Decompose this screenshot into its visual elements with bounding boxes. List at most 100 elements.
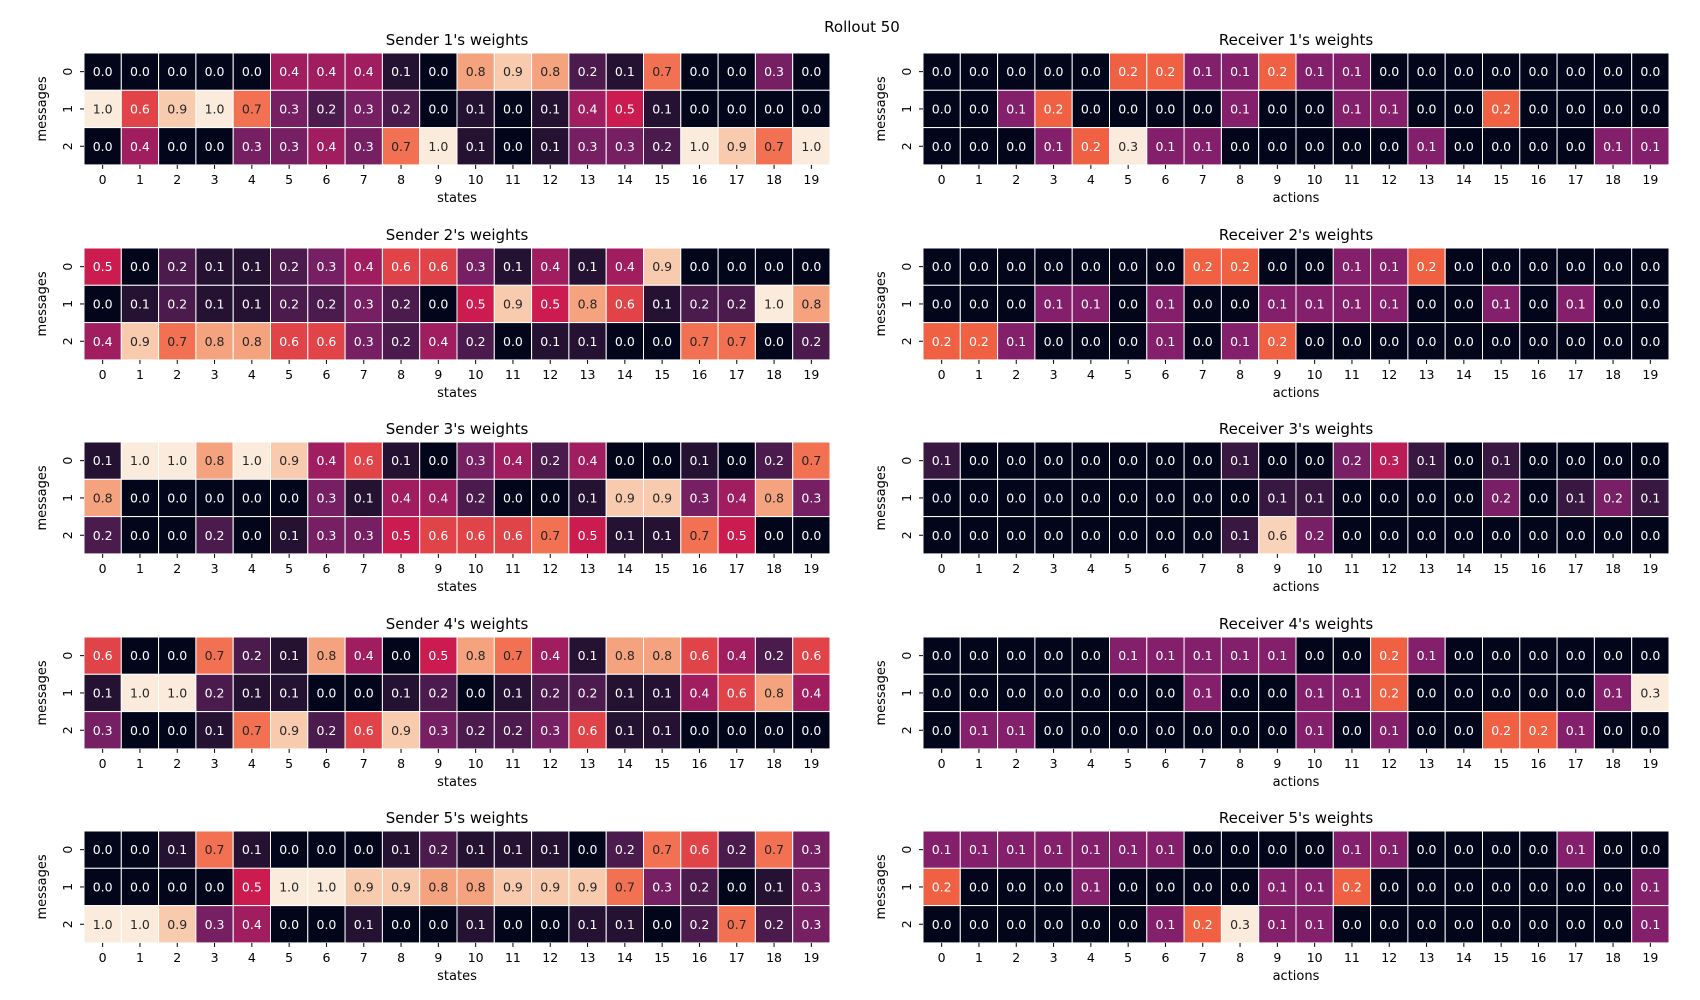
cell-value-label: 0.7 <box>727 334 747 349</box>
heatmap-cell <box>270 322 309 361</box>
x-tick-label: 1 <box>136 561 144 576</box>
cell-value-label: 0.2 <box>540 685 560 700</box>
heatmap-cell <box>1183 89 1222 129</box>
cell-value-label: 0.0 <box>130 259 150 274</box>
cell-value-label: 0.0 <box>1454 296 1474 311</box>
heatmap-cell <box>344 636 383 675</box>
cell-value-label: 0.0 <box>1193 296 1213 311</box>
x-tick-label: 3 <box>211 367 219 382</box>
x-tick-label: 7 <box>1199 756 1207 771</box>
cell-value-label: 0.0 <box>969 528 989 543</box>
cell-value-label: 0.0 <box>1118 685 1138 700</box>
cell-value-label: 0.1 <box>1044 139 1064 154</box>
heatmap-cell <box>997 322 1036 361</box>
cell-value-label: 0.3 <box>1230 917 1250 932</box>
heatmap-cell <box>922 52 961 91</box>
heatmap-cell <box>792 284 831 324</box>
heatmap-cell <box>1109 830 1148 869</box>
cell-value-label: 0.0 <box>354 685 374 700</box>
cell-value-label: 0.1 <box>1118 842 1138 857</box>
cell-value-label: 0.4 <box>578 453 598 468</box>
heatmap-cell <box>381 905 421 944</box>
heatmap-cell <box>1146 284 1185 324</box>
cell-value-label: 0.4 <box>391 490 411 505</box>
heatmap-cell <box>1146 905 1185 944</box>
heatmap-cell <box>270 52 309 91</box>
cell-value-label: 0.0 <box>93 139 113 154</box>
y-axis-label: messages <box>874 660 889 725</box>
cell-value-label: 0.3 <box>93 723 113 738</box>
heatmap-cell <box>568 441 607 480</box>
cell-value-label: 0.0 <box>1006 648 1026 663</box>
cell-value-label: 0.0 <box>1118 528 1138 543</box>
cell-value-label: 0.0 <box>1603 259 1623 274</box>
heatmap-cell <box>1295 478 1334 518</box>
heatmap-cell <box>1146 127 1185 166</box>
heatmap-cell <box>959 636 999 675</box>
y-tick-label: 0 <box>899 652 914 660</box>
heatmap-cell <box>1034 516 1073 555</box>
cell-value-label: 0.0 <box>1566 528 1586 543</box>
cell-value-label: 0.6 <box>93 648 113 663</box>
cell-value-label: 0.0 <box>1081 64 1101 79</box>
x-tick-label: 0 <box>99 561 107 576</box>
heatmap-cell <box>754 905 794 944</box>
cell-value-label: 0.0 <box>690 723 710 738</box>
cell-value-label: 0.0 <box>1342 723 1362 738</box>
cell-value-label: 0.3 <box>354 528 374 543</box>
cell-value-label: 0.7 <box>690 528 710 543</box>
heatmap-cell <box>419 52 458 91</box>
heatmap-cell <box>717 867 756 907</box>
heatmap-cell <box>1593 247 1633 286</box>
cell-value-label: 0.2 <box>1603 490 1623 505</box>
cell-value-label: 0.8 <box>242 334 262 349</box>
heatmap-cell <box>1034 441 1073 480</box>
x-tick-label: 8 <box>397 756 405 771</box>
x-tick-label: 11 <box>505 756 521 771</box>
cell-value-label: 0.0 <box>1267 453 1287 468</box>
cell-value-label: 0.4 <box>354 259 374 274</box>
cell-value-label: 0.3 <box>690 490 710 505</box>
cell-value-label: 0.1 <box>1267 917 1287 932</box>
x-tick-label: 10 <box>468 950 484 965</box>
cell-value-label: 0.1 <box>1417 139 1437 154</box>
cell-value-label: 0.0 <box>1640 842 1660 857</box>
cell-value-label: 0.1 <box>205 723 225 738</box>
x-axis-label: actions <box>1273 386 1320 401</box>
cell-value-label: 0.0 <box>1193 453 1213 468</box>
cell-value-label: 0.0 <box>764 723 784 738</box>
cell-value-label: 0.3 <box>317 490 337 505</box>
cell-value-label: 0.0 <box>1044 259 1064 274</box>
x-tick-label: 16 <box>691 367 707 382</box>
x-tick-label: 3 <box>211 950 219 965</box>
heatmap-cell <box>1332 284 1372 324</box>
x-tick-label: 17 <box>729 950 745 965</box>
x-tick-label: 7 <box>1199 172 1207 187</box>
cell-value-label: 0.1 <box>540 101 560 116</box>
cell-value-label: 0.0 <box>1081 917 1101 932</box>
cell-value-label: 0.1 <box>1006 723 1026 738</box>
y-tick-label: 0 <box>60 263 75 271</box>
cell-value-label: 0.0 <box>354 842 374 857</box>
heatmap-cell <box>1407 127 1446 166</box>
cell-value-label: 0.0 <box>1156 259 1176 274</box>
heatmap-cell <box>493 867 533 907</box>
cell-value-label: 0.0 <box>1081 101 1101 116</box>
cell-value-label: 0.7 <box>801 453 821 468</box>
cell-value-label: 0.2 <box>764 917 784 932</box>
cell-value-label: 0.1 <box>578 259 598 274</box>
cell-value-label: 0.1 <box>1230 101 1250 116</box>
heatmap-cell <box>1631 867 1670 907</box>
heatmap-cell <box>456 673 495 713</box>
heatmap-cell <box>1556 89 1595 129</box>
x-tick-label: 5 <box>1124 367 1132 382</box>
heatmap-cell <box>1593 867 1633 907</box>
cell-value-label: 0.3 <box>205 917 225 932</box>
y-axis-label: messages <box>874 854 889 919</box>
x-tick-label: 8 <box>1236 756 1244 771</box>
heatmap-cell <box>1593 905 1633 944</box>
cell-value-label: 0.1 <box>1156 139 1176 154</box>
heatmap-cell <box>270 711 309 750</box>
x-tick-label: 12 <box>542 367 558 382</box>
x-tick-label: 2 <box>1012 172 1020 187</box>
